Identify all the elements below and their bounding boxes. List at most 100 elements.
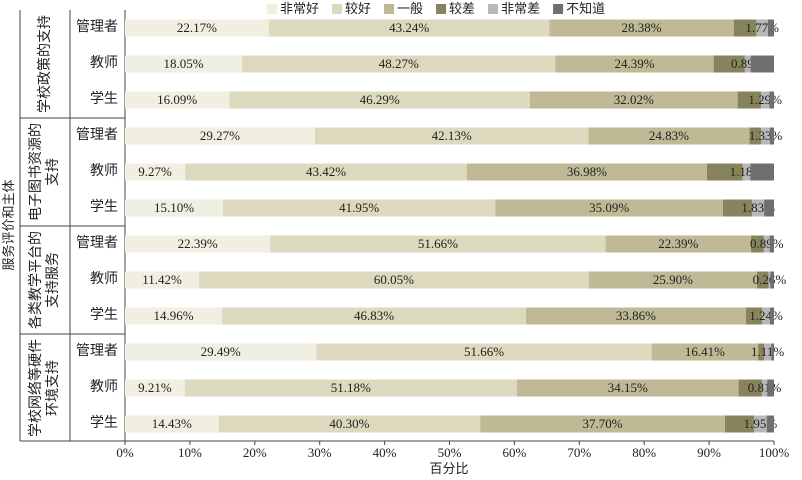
bar-segment <box>761 307 771 325</box>
legend-swatch <box>553 4 564 14</box>
bar-segment <box>125 235 271 253</box>
bar-segment <box>588 127 750 145</box>
bar-segment <box>706 163 743 181</box>
bar-segment <box>756 19 768 37</box>
bar-segment <box>125 163 186 181</box>
bar-segment <box>771 343 774 361</box>
bar-segment <box>270 235 606 253</box>
bar-segment <box>742 163 751 181</box>
data-label: 46.83% <box>354 308 394 323</box>
y-axis-title: 服务评价和主体 <box>1 179 16 270</box>
data-label: 42.13% <box>432 128 472 143</box>
data-label: 46.29% <box>360 92 400 107</box>
x-axis-title: 百分比 <box>429 461 468 476</box>
bar-segment <box>314 127 589 145</box>
y-tick-label: 教师 <box>90 55 118 71</box>
y-tick-label: 管理者 <box>76 343 118 359</box>
bar-segment <box>316 343 652 361</box>
legend-label: 较好 <box>345 1 371 16</box>
data-label: 37.70% <box>582 416 622 431</box>
data-label: 1.29% <box>748 92 782 107</box>
bar-segment <box>480 415 725 433</box>
data-label: 16.41% <box>685 344 725 359</box>
data-label: 24.83% <box>649 128 689 143</box>
bar-segment <box>125 379 185 397</box>
data-label: 16.09% <box>157 92 197 107</box>
bar-segment <box>761 379 768 397</box>
bar-segment <box>125 91 230 109</box>
data-label: 14.43% <box>152 416 192 431</box>
legend-label: 一般 <box>397 1 423 16</box>
bar-segment <box>466 163 707 181</box>
bar-segment <box>605 235 751 253</box>
data-label: 40.30% <box>329 416 369 431</box>
bar-segment <box>733 19 757 37</box>
bar-segment <box>769 127 774 145</box>
bar-segment <box>526 307 746 325</box>
bar-segment <box>756 271 769 289</box>
bar-segment <box>763 235 770 253</box>
bar-segment <box>222 199 496 217</box>
bar-segment <box>764 199 774 217</box>
bar-segment <box>744 55 751 73</box>
y-tick-label: 管理者 <box>76 19 118 35</box>
bar-segment <box>125 343 317 361</box>
y-tick-label: 学生 <box>90 91 118 107</box>
bar-segment <box>222 307 527 325</box>
legend-swatch <box>384 4 395 14</box>
bar-segment <box>125 415 219 433</box>
data-label: 22.39% <box>178 236 218 251</box>
bar-segment <box>651 343 759 361</box>
bar-segment <box>738 379 762 397</box>
x-tick-label: 60% <box>502 445 526 460</box>
bar-segment <box>761 91 770 109</box>
data-label: 29.27% <box>200 128 240 143</box>
data-label: 9.27% <box>138 164 172 179</box>
bar-segment <box>766 415 774 433</box>
bar-segment <box>495 199 723 217</box>
bar-segment <box>268 19 550 37</box>
data-label: 24.39% <box>615 56 655 71</box>
bar-segment <box>767 19 774 37</box>
data-label: 51.18% <box>331 380 371 395</box>
y-tick-label: 学生 <box>90 199 118 215</box>
data-label: 0.89% <box>750 236 784 251</box>
y-tick-label: 学生 <box>90 415 118 431</box>
data-label: 51.66% <box>464 344 504 359</box>
data-label: 43.24% <box>389 20 429 35</box>
x-tick-label: 90% <box>697 445 721 460</box>
data-label: 0.81% <box>748 380 782 395</box>
x-tick-label: 40% <box>373 445 397 460</box>
bar-segment <box>745 307 762 325</box>
y-tick-label: 管理者 <box>76 235 118 251</box>
x-tick-label: 50% <box>438 445 462 460</box>
data-label: 15.10% <box>154 200 194 215</box>
legend-label: 较差 <box>449 1 475 16</box>
bar-segment <box>767 379 774 397</box>
bar-segment <box>125 307 223 325</box>
bar-segment <box>761 127 770 145</box>
x-tick-label: 80% <box>632 445 656 460</box>
bar-segment <box>754 415 767 433</box>
group-label: 各类教学平台的支持服务 <box>29 231 61 329</box>
bar-segment <box>724 415 755 433</box>
legend-swatch <box>332 4 343 14</box>
data-label: 1.11% <box>751 344 784 359</box>
bar-segment <box>770 307 774 325</box>
y-tick-label: 教师 <box>90 379 118 395</box>
legend-label: 非常差 <box>501 1 540 16</box>
bar-segment <box>184 379 517 397</box>
data-label: 36.98% <box>567 164 607 179</box>
group-label: 学校网络等硬件环境支持 <box>29 339 61 437</box>
bar-segment <box>588 271 757 289</box>
bar-segment <box>770 271 774 289</box>
data-label: 9.21% <box>138 380 172 395</box>
data-label: 29.49% <box>201 344 241 359</box>
data-label: 33.86% <box>616 308 656 323</box>
data-label: 1.24% <box>749 308 783 323</box>
bar-segment <box>516 379 739 397</box>
bar-segment <box>549 19 734 37</box>
bar-segment <box>529 91 738 109</box>
